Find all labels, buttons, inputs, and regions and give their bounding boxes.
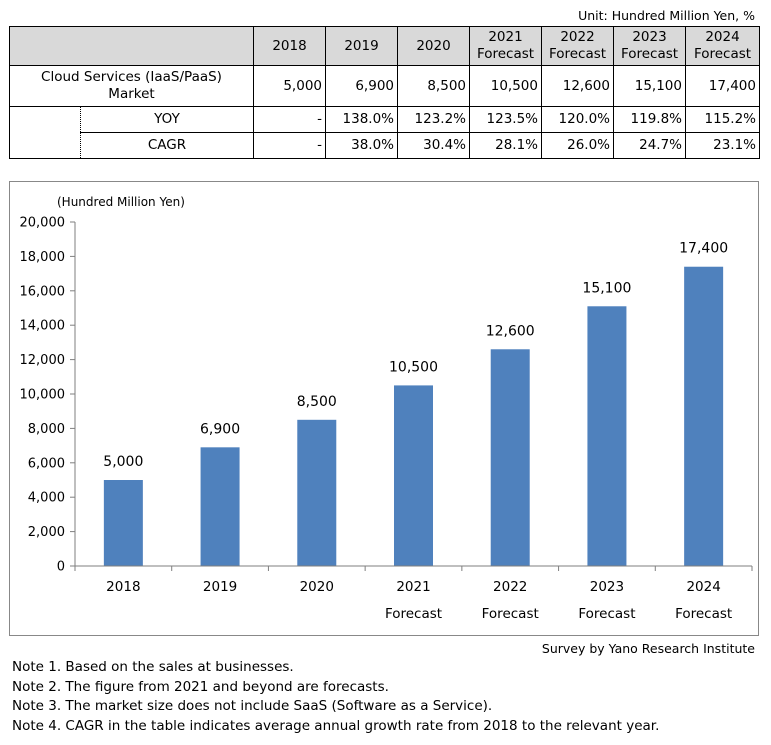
table-cell: 12,600 [541, 65, 614, 107]
x-tick-label: 2018 [106, 579, 140, 595]
market-row-label: Cloud Services (IaaS/PaaS) Market [9, 65, 254, 107]
yoy-row-label: YOY [80, 106, 254, 133]
x-tick-label-forecast: Forecast [578, 606, 635, 622]
table-cell: 115.2% [685, 106, 760, 133]
x-tick-label: 2024 [686, 579, 720, 595]
table-cell: - [253, 106, 326, 133]
table-cell: 5,000 [253, 65, 326, 107]
note-4: Note 4. CAGR in the table indicates aver… [12, 717, 660, 734]
x-tick-label-forecast: Forecast [385, 606, 442, 622]
table-cell: 23.1% [685, 132, 760, 159]
table-indent-cell [9, 106, 81, 133]
bar-chart: (Hundred Million Yen) 0 2,000 4,000 6,000 8,… [20, 195, 753, 622]
bar-value-label: 6,900 [200, 421, 240, 437]
table-cell: 38.0% [325, 132, 398, 159]
bar-value-label: 5,000 [103, 454, 143, 470]
table-cell: 30.4% [397, 132, 470, 159]
table-cell: 123.5% [469, 106, 542, 133]
table-header-row: 2018 2019 2020 2021 Forecast 2022 Forecast… [9, 26, 760, 66]
table-row-cagr: CAGR - 38.0% 30.4% 28.1% 26.0% 24.7% 23.… [9, 132, 760, 159]
bar [200, 447, 240, 566]
y-tick-label: 6,000 [28, 456, 65, 471]
x-tick-label: 2020 [300, 579, 334, 595]
x-tick-label: 2023 [590, 579, 624, 595]
note-1: Note 1. Based on the sales at businesses… [12, 659, 294, 675]
y-tick-label: 2,000 [28, 525, 65, 540]
y-tick-label: 20,000 [20, 216, 66, 231]
note-2: Note 2. The figure from 2021 and beyond … [12, 678, 389, 695]
x-tick-label-forecast: Forecast [482, 606, 539, 622]
table-indent-cell [9, 132, 81, 159]
x-tick-label: 2019 [203, 579, 237, 595]
table-cell: 17,400 [685, 65, 760, 107]
bar-value-label: 12,600 [486, 323, 535, 339]
bar-value-label: 17,400 [679, 241, 728, 257]
table-cell: 120.0% [541, 106, 614, 133]
bar-value-label: 15,100 [582, 280, 631, 296]
table-cell: 10,500 [469, 65, 542, 107]
bar [297, 419, 337, 566]
y-tick-label: 16,000 [20, 284, 66, 299]
bar-chart-frame: (Hundred Million Yen) 0 2,000 4,000 6,000 8,… [9, 181, 759, 636]
market-size-table: 2018 2019 2020 2021 Forecast 2022 Forecast… [9, 26, 760, 159]
bar [394, 385, 433, 566]
y-tick-label: 8,000 [28, 422, 65, 437]
table-cell: 123.2% [397, 106, 470, 133]
y-tick-label: 12,000 [20, 353, 66, 368]
cagr-row-label: CAGR [80, 132, 254, 159]
table-cell: 119.8% [613, 106, 686, 133]
bar [587, 306, 627, 566]
x-tick-label: 2021 [396, 579, 430, 595]
y-tick-label: 0 [57, 560, 65, 575]
unit-label: Unit: Hundred Million Yen, % [578, 8, 755, 23]
y-tick-label: 4,000 [28, 491, 65, 506]
table-header-2018: 2018 [253, 26, 326, 66]
table-cell: 8,500 [397, 65, 470, 107]
table-cell: 28.1% [469, 132, 542, 159]
bar [490, 349, 530, 566]
table-header-2019: 2019 [325, 26, 398, 66]
bar-value-label: 10,500 [389, 359, 438, 375]
x-tick-label: 2022 [493, 579, 527, 595]
table-header-2023: 2023 Forecast [613, 26, 686, 66]
note-3: Note 3. The market size does not include… [12, 698, 493, 714]
y-tick-label: 14,000 [20, 319, 66, 334]
table-cell: 26.0% [541, 132, 614, 159]
table-header-2022: 2022 Forecast [541, 26, 614, 66]
bar [684, 266, 724, 566]
x-tick-label-forecast: Forecast [675, 606, 732, 622]
table-header-2021: 2021 Forecast [469, 26, 542, 66]
table-header-2020: 2020 [397, 26, 470, 66]
bar-value-label: 8,500 [297, 394, 337, 410]
table-corner-cell [9, 26, 254, 66]
table-cell: 15,100 [613, 65, 686, 107]
y-tick-label: 10,000 [20, 388, 66, 403]
bar [103, 480, 143, 566]
table-cell: - [253, 132, 326, 159]
y-tick-label: 18,000 [20, 250, 66, 265]
table-cell: 138.0% [325, 106, 398, 133]
notes-block: Note 1. Based on the sales at businesses… [12, 658, 659, 736]
source-credit: Survey by Yano Research Institute [541, 641, 755, 656]
table-row-yoy: YOY - 138.0% 123.2% 123.5% 120.0% 119.8%… [9, 106, 760, 133]
table-header-2024: 2024 Forecast [685, 26, 760, 66]
y-axis-label: (Hundred Million Yen) [57, 195, 185, 209]
table-row-market: Cloud Services (IaaS/PaaS) Market 5,000 6… [9, 65, 760, 107]
table-cell: 24.7% [613, 132, 686, 159]
table-cell: 6,900 [325, 65, 398, 107]
